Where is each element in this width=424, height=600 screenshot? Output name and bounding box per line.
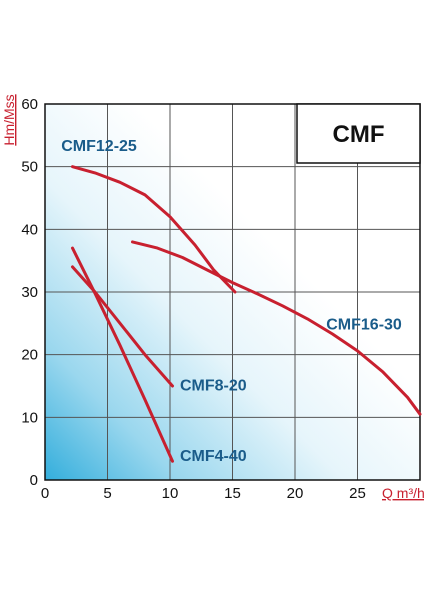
series-labels: CMF12-25 CMF16-30 CMF8-20 CMF4-40 bbox=[61, 138, 402, 465]
y-tick-label-6: 60 bbox=[21, 96, 38, 113]
y-tick-label-3: 30 bbox=[21, 284, 38, 301]
series-line-cmf4-40 bbox=[71, 246, 174, 463]
series-label-cmf16-30: CMF16-30 bbox=[326, 317, 402, 334]
title-box-frame bbox=[296, 103, 421, 164]
x-tick-label-2: 10 bbox=[162, 485, 179, 502]
y-axis-label: Hm/Mss bbox=[1, 94, 17, 145]
grid bbox=[45, 104, 420, 480]
y-tick-label-2: 20 bbox=[21, 347, 38, 364]
series-group bbox=[71, 165, 422, 463]
x-tick-label-3: 15 bbox=[224, 485, 241, 502]
series-label-cmf4-40: CMF4-40 bbox=[180, 448, 247, 465]
series-line-cmf16-30 bbox=[131, 240, 422, 416]
series-label-cmf8-20: CMF8-20 bbox=[180, 377, 247, 394]
x-tick-label-0: 0 bbox=[41, 485, 49, 502]
series-label-cmf12-25: CMF12-25 bbox=[61, 138, 137, 155]
y-tick-label-5: 50 bbox=[21, 159, 38, 176]
series-line-cmf12-25 bbox=[71, 165, 237, 294]
chart-title: CMF bbox=[333, 121, 385, 148]
y-tick-label-4: 40 bbox=[21, 221, 38, 238]
x-tick-label-4: 20 bbox=[287, 485, 304, 502]
x-tick-label-5: 25 bbox=[349, 485, 366, 502]
x-tick-label-1: 5 bbox=[103, 485, 111, 502]
y-tick-label-1: 10 bbox=[21, 409, 38, 426]
tick-labels: 0 10 20 30 40 50 60 0 5 10 15 20 25 bbox=[21, 96, 366, 502]
x-axis-label: Q m³/h bbox=[382, 485, 424, 501]
plot-frame bbox=[44, 103, 421, 481]
series-line-cmf8-20 bbox=[71, 265, 174, 388]
y-tick-label-0: 0 bbox=[30, 472, 38, 489]
title-box: CMF bbox=[296, 103, 421, 164]
